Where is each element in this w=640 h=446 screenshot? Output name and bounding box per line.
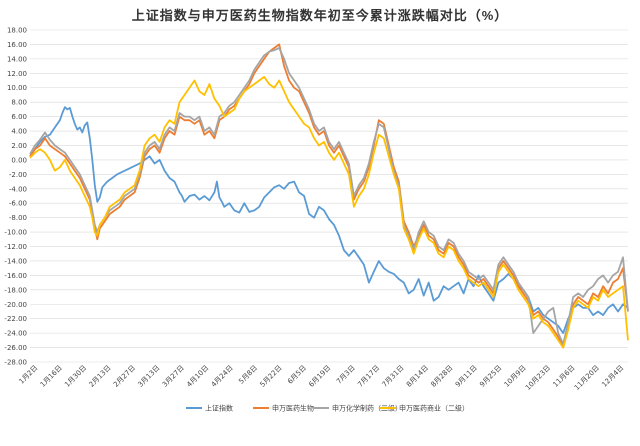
y-tick-label: 8.00 — [11, 99, 27, 107]
y-tick-label: 16.00 — [7, 41, 27, 49]
x-tick-label: 5月8日 — [237, 364, 259, 386]
y-tick-label: -14.00 — [4, 257, 27, 265]
y-tick-label: -4.00 — [9, 185, 27, 193]
y-tick-label: 14.00 — [7, 55, 27, 63]
y-tick-label: -2.00 — [9, 171, 27, 179]
legend-label: 上证指数 — [205, 404, 233, 413]
y-tick-label: 0.00 — [11, 156, 27, 164]
y-tick-label: -28.00 — [4, 359, 27, 367]
y-tick-label: 12.00 — [7, 70, 27, 78]
y-tick-label: -8.00 — [9, 214, 27, 222]
x-tick-label: 12月4日 — [600, 364, 625, 389]
y-tick-label: -18.00 — [4, 286, 27, 294]
y-tick-label: 4.00 — [11, 128, 27, 136]
x-tick-label: 8月14日 — [405, 364, 430, 389]
x-tick-label: 7月3日 — [335, 364, 357, 386]
x-tick-label: 4月10日 — [185, 364, 210, 389]
y-tick-label: -22.00 — [4, 315, 27, 323]
legend-label: 申万医药商业（二级） — [399, 404, 469, 413]
x-tick-label: 10月23日 — [524, 364, 552, 392]
y-axis-ticks: 18.00 16.00 14.00 12.00 10.00 8.00 6.00 4.00 2.0… — [4, 27, 27, 367]
x-tick-label: 7月31日 — [381, 364, 406, 389]
x-tick-label: 3月13日 — [136, 364, 161, 389]
x-tick-label: 1月16日 — [39, 364, 64, 389]
x-tick-label: 4月24日 — [210, 364, 235, 389]
x-tick-label: 6月5日 — [286, 364, 308, 386]
legend-label: 申万医药生物 — [272, 404, 314, 413]
x-tick-label: 11月20日 — [573, 364, 601, 392]
chart-title: 上证指数与申万医药生物指数年初至今累计涨跌幅对比（%） — [132, 8, 509, 23]
x-tick-label: 7月17日 — [356, 364, 381, 389]
y-tick-label: 6.00 — [11, 113, 27, 121]
legend: 上证指数 申万医药生物 申万化学制药（二级）申万医药商业（二级） — [186, 404, 469, 413]
x-tick-label: 6月19日 — [307, 364, 332, 389]
y-tick-label: 18.00 — [7, 27, 27, 35]
x-tick-label: 1月2日 — [18, 364, 40, 386]
x-tick-label: 3月27日 — [161, 364, 186, 389]
x-tick-label: 9月11日 — [454, 364, 479, 389]
y-tick-label: 10.00 — [7, 84, 27, 92]
series-line-3 — [29, 47, 629, 345]
legend-label: 申万化学制药（二级） — [332, 404, 402, 413]
y-tick-label: -26.00 — [4, 344, 27, 352]
x-tick-label: 2月27日 — [112, 364, 137, 389]
x-axis-ticks: 1月2日 1月16日 1月30日 2月13日 2月27日 3月13日 3月27日 4月10日 4… — [18, 364, 626, 392]
y-tick-label: -20.00 — [4, 301, 27, 309]
y-tick-label: 2.00 — [11, 142, 27, 150]
x-tick-label: 1月30日 — [63, 364, 88, 389]
y-tick-label: -6.00 — [9, 200, 27, 208]
series-line-2 — [29, 43, 629, 349]
x-tick-label: 5月22日 — [259, 364, 284, 389]
y-tick-label: -24.00 — [4, 330, 27, 338]
x-tick-label: 9月25日 — [478, 364, 503, 389]
y-tick-label: -12.00 — [4, 243, 27, 251]
y-tick-label: -16.00 — [4, 272, 27, 280]
x-tick-label: 2月13日 — [88, 364, 113, 389]
series-line-4 — [29, 76, 629, 349]
series-lines — [29, 43, 629, 349]
y-tick-label: -10.00 — [4, 229, 27, 237]
x-tick-label: 8月28日 — [429, 364, 454, 389]
